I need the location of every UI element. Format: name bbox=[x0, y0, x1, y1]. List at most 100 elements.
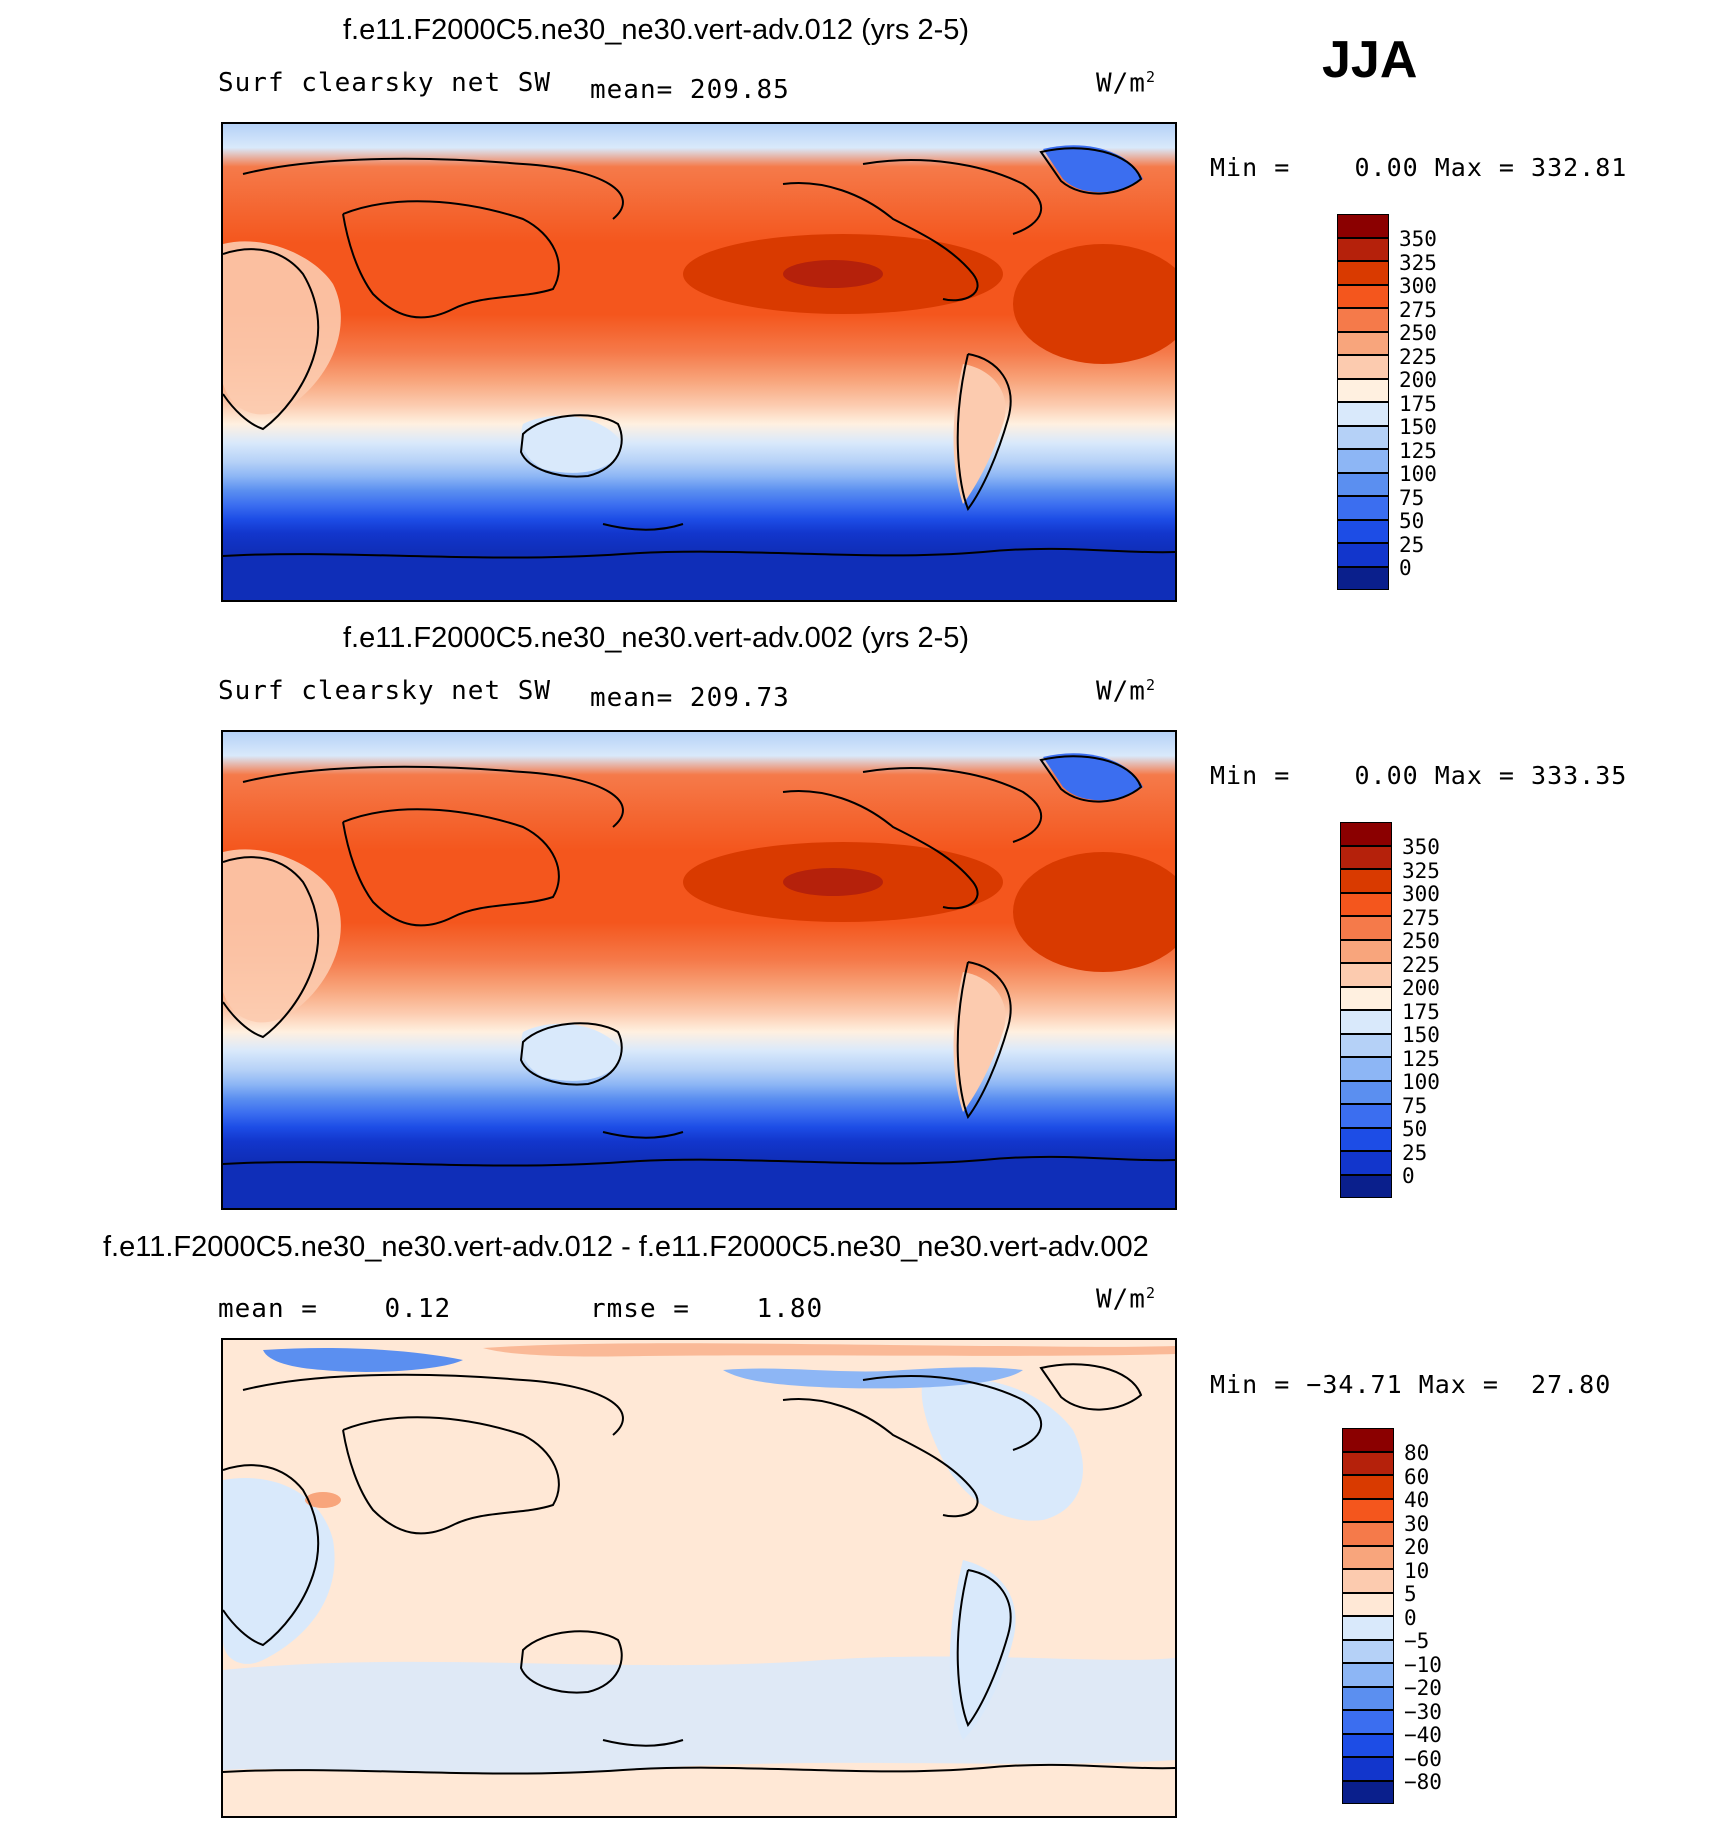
colorbar-tick-label: 225 bbox=[1402, 952, 1440, 977]
colorbar-swatch bbox=[1337, 449, 1389, 473]
panel-2-units: W/m2 bbox=[1096, 676, 1156, 707]
panel-3-neg-band bbox=[223, 1656, 1175, 1774]
colorbar-tick-label: 75 bbox=[1402, 1093, 1428, 1118]
colorbar-tick-label: 125 bbox=[1402, 1046, 1440, 1071]
panel-1-map-field bbox=[223, 124, 1175, 600]
panel-3-pos-band bbox=[483, 1343, 1175, 1357]
colorbar-swatch bbox=[1337, 331, 1389, 355]
panel-3-map-field bbox=[223, 1340, 1175, 1816]
panel-2-coastlines bbox=[223, 755, 1175, 1167]
panel-1-variable-label: Surf clearsky net SW bbox=[218, 68, 552, 98]
colorbar-swatch bbox=[1340, 986, 1392, 1010]
panel-2-mean: mean= 209.73 bbox=[590, 683, 790, 713]
colorbar-tick-label: −20 bbox=[1404, 1676, 1442, 1700]
colorbar-tick-label: 100 bbox=[1399, 462, 1437, 486]
colorbar-swatch bbox=[1340, 845, 1392, 869]
colorbar-swatch bbox=[1337, 496, 1389, 520]
panel-1-units: W/m2 bbox=[1096, 68, 1156, 99]
colorbar-tick-label: 300 bbox=[1402, 882, 1440, 906]
colorbar-swatch bbox=[1342, 1428, 1394, 1452]
colorbar-tick-label: 0 bbox=[1404, 1605, 1417, 1630]
panel-2-map-field bbox=[223, 732, 1175, 1208]
colorbar-swatch bbox=[1337, 472, 1389, 496]
colorbar-swatch bbox=[1340, 1080, 1392, 1104]
colorbar-swatch bbox=[1340, 892, 1392, 916]
colorbar-swatch bbox=[1342, 1569, 1394, 1593]
colorbar-swatch bbox=[1342, 1475, 1394, 1499]
colorbar-swatch bbox=[1342, 1545, 1394, 1569]
colorbar-tick-label: 0 bbox=[1399, 556, 1412, 580]
colorbar-tick-label: 60 bbox=[1404, 1464, 1430, 1489]
colorbar-swatch bbox=[1340, 1151, 1392, 1175]
colorbar-tick-label: 80 bbox=[1404, 1441, 1430, 1465]
colorbar-swatch bbox=[1337, 402, 1389, 426]
colorbar-swatch bbox=[1342, 1663, 1394, 1687]
panel-2-africa-field bbox=[223, 849, 341, 1023]
colorbar-swatch bbox=[1342, 1686, 1394, 1710]
colorbar-swatch bbox=[1337, 308, 1389, 332]
colorbar-tick-label: 20 bbox=[1404, 1535, 1430, 1559]
colorbar-swatch bbox=[1342, 1780, 1394, 1804]
colorbar-swatch bbox=[1342, 1451, 1394, 1475]
colorbar-tick-label: 25 bbox=[1402, 1140, 1428, 1165]
colorbar-tick-label: 275 bbox=[1399, 297, 1437, 322]
colorbar-tick-label: 0 bbox=[1402, 1164, 1415, 1188]
panel-2-pacific-peak bbox=[783, 868, 883, 896]
panel-3-neg-region bbox=[921, 1377, 1083, 1521]
colorbar-swatch bbox=[1337, 214, 1389, 238]
colorbar-tick-label: 30 bbox=[1404, 1511, 1430, 1536]
panel-1-samerica-field bbox=[953, 364, 1006, 504]
colorbar-tick-label: 275 bbox=[1402, 905, 1440, 930]
colorbar-tick-label: 325 bbox=[1402, 858, 1440, 883]
panel-1-title: f.e11.F2000C5.ne30_ne30.vert-adv.012 (yr… bbox=[343, 14, 970, 46]
colorbar-swatch bbox=[1342, 1592, 1394, 1616]
colorbar-tick-label: −30 bbox=[1404, 1699, 1442, 1724]
colorbar-tick-label: 300 bbox=[1399, 274, 1437, 298]
panel-3-rmse: rmse = 1.80 bbox=[590, 1294, 824, 1324]
panel-2-atlantic-max bbox=[1013, 852, 1175, 972]
colorbar-tick-label: 200 bbox=[1402, 976, 1440, 1000]
colorbar-tick-label: 175 bbox=[1399, 391, 1437, 416]
colorbar-tick-label: 175 bbox=[1402, 999, 1440, 1024]
panel-1-pacific-peak bbox=[783, 260, 883, 288]
panel-3-neg-region bbox=[949, 1560, 1016, 1740]
colorbar-swatch bbox=[1342, 1757, 1394, 1781]
panel-3-minmax: Min = −34.71 Max = 27.80 bbox=[1210, 1370, 1612, 1399]
panel-3-map bbox=[221, 1338, 1177, 1818]
colorbar-tick-label: −10 bbox=[1404, 1652, 1442, 1677]
colorbar-swatch bbox=[1337, 261, 1389, 285]
colorbar-swatch bbox=[1340, 869, 1392, 893]
colorbar-tick-label: 25 bbox=[1399, 532, 1425, 557]
colorbar-swatch bbox=[1342, 1522, 1394, 1546]
panel-1-africa-field bbox=[223, 241, 341, 415]
panel-3-neg-strong bbox=[263, 1348, 463, 1372]
panel-2-background-field bbox=[223, 732, 1175, 1208]
colorbar-swatch bbox=[1340, 963, 1392, 987]
panel-2-map bbox=[221, 730, 1177, 1210]
colorbar-swatch bbox=[1337, 355, 1389, 379]
colorbar-tick-label: 10 bbox=[1404, 1558, 1430, 1583]
panel-3-coastlines bbox=[223, 1363, 1175, 1775]
colorbar-tick-label: 325 bbox=[1399, 250, 1437, 275]
panel-1-atlantic-max bbox=[1013, 244, 1175, 364]
colorbar-swatch bbox=[1342, 1639, 1394, 1663]
colorbar-swatch bbox=[1337, 378, 1389, 402]
panel-3-mean: mean = 0.12 bbox=[218, 1294, 452, 1324]
colorbar-swatch bbox=[1340, 1057, 1392, 1081]
colorbar-swatch bbox=[1337, 425, 1389, 449]
panel-1-background-field bbox=[223, 124, 1175, 600]
colorbar-swatch bbox=[1340, 939, 1392, 963]
panel-1-map bbox=[221, 122, 1177, 602]
colorbar-tick-label: 150 bbox=[1402, 1023, 1440, 1047]
colorbar-tick-label: 150 bbox=[1399, 415, 1437, 439]
colorbar-tick-label: 40 bbox=[1404, 1488, 1430, 1512]
colorbar-swatch bbox=[1342, 1733, 1394, 1757]
colorbar-tick-label: 100 bbox=[1402, 1070, 1440, 1094]
panel-3-units: W/m2 bbox=[1096, 1284, 1156, 1315]
colorbar-swatch bbox=[1340, 1127, 1392, 1151]
colorbar-tick-label: 250 bbox=[1402, 929, 1440, 953]
colorbar-tick-label: 125 bbox=[1399, 438, 1437, 463]
colorbar-tick-label: 200 bbox=[1399, 368, 1437, 392]
colorbar-tick-label: −60 bbox=[1404, 1746, 1442, 1771]
